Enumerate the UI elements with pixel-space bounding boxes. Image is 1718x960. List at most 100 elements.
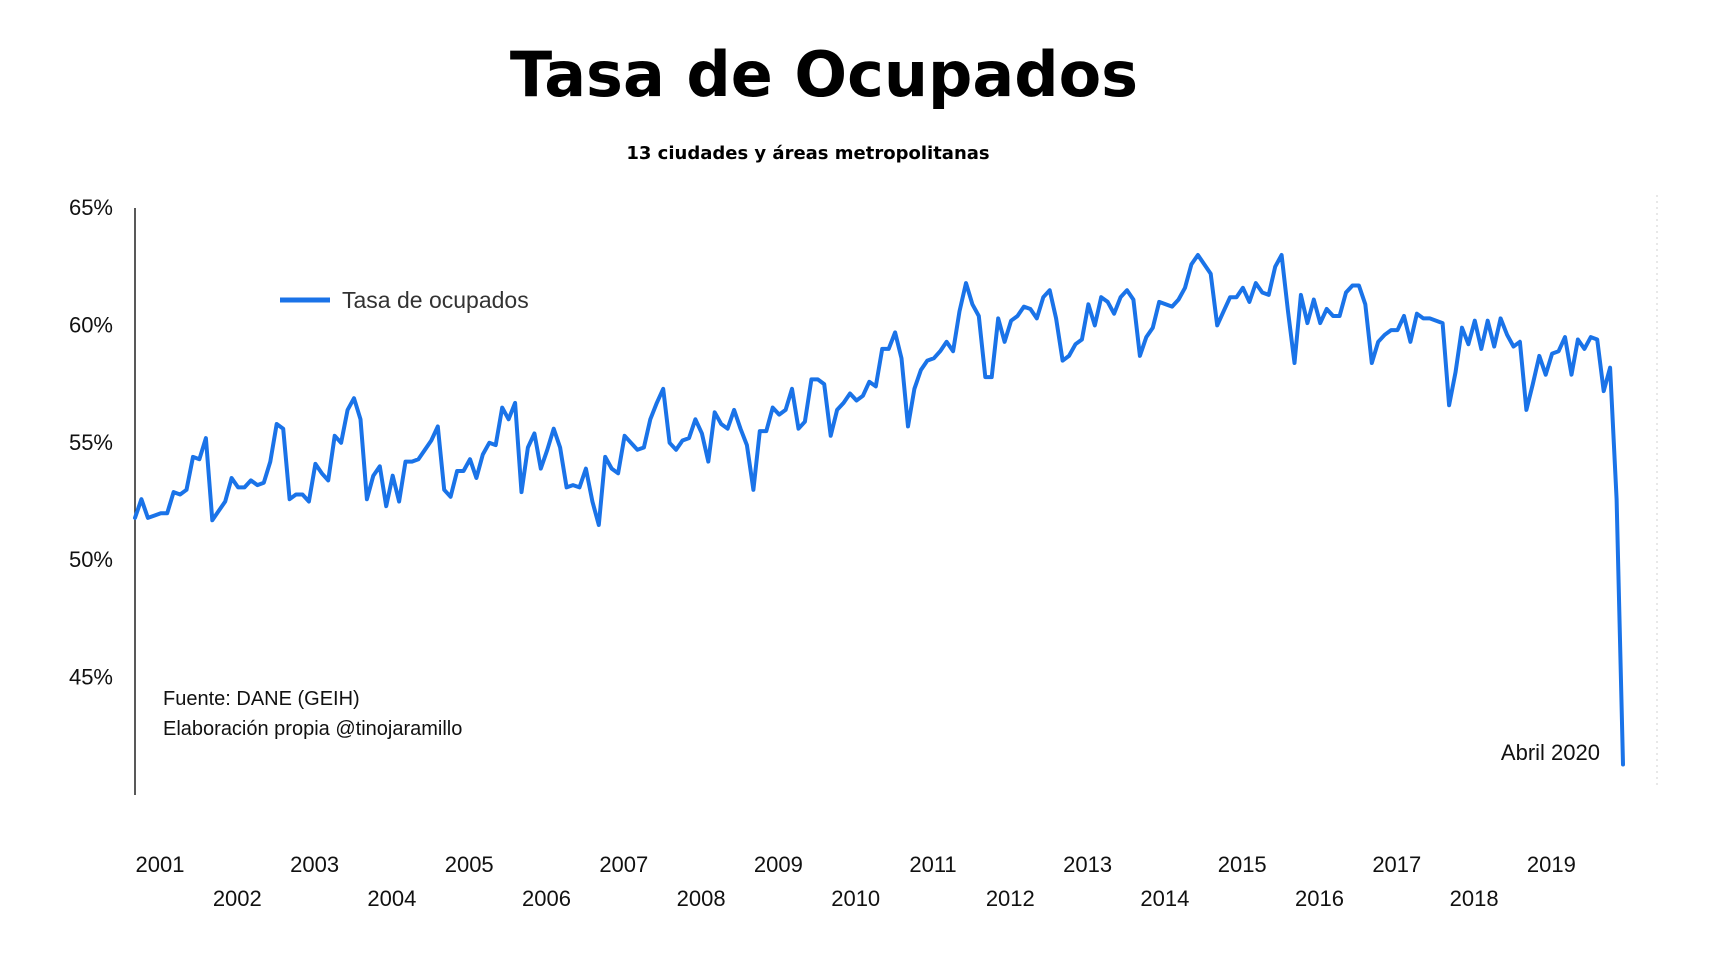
data-point [1196, 254, 1199, 257]
data-point [874, 385, 877, 388]
data-point [514, 401, 517, 404]
data-point [1010, 319, 1013, 322]
data-point [1306, 322, 1309, 325]
data-point [642, 446, 645, 449]
data-point [1351, 284, 1354, 287]
data-point [185, 488, 188, 491]
data-point [584, 467, 587, 470]
data-point [456, 470, 459, 473]
data-point [423, 448, 426, 451]
data-point [1338, 315, 1341, 318]
data-point [179, 493, 182, 496]
data-point [507, 418, 510, 421]
data-point [1570, 373, 1573, 376]
data-point [153, 514, 156, 517]
data-point [1190, 263, 1193, 266]
data-point [1377, 340, 1380, 343]
data-point [1615, 498, 1618, 501]
data-point [192, 455, 195, 458]
y-tick-label: 55% [69, 430, 113, 455]
data-point [1267, 293, 1270, 296]
data-point [1518, 340, 1521, 343]
data-point [1209, 272, 1212, 275]
data-point [984, 376, 987, 379]
data-point [1184, 286, 1187, 289]
x-tick-label: 2009 [754, 852, 803, 877]
data-point [1332, 315, 1335, 318]
source-line-2: Elaboración propia @tinojaramillo [163, 718, 462, 740]
data-point [791, 387, 794, 390]
data-point [1473, 319, 1476, 322]
data-point [797, 427, 800, 430]
data-point [1622, 763, 1625, 766]
data-point [745, 444, 748, 447]
data-point [591, 500, 594, 503]
x-tick-label: 2019 [1527, 852, 1576, 877]
data-point [1087, 303, 1090, 306]
data-point [836, 408, 839, 411]
data-point [1538, 354, 1541, 357]
data-point [1048, 289, 1051, 292]
data-point [327, 479, 330, 482]
data-point [958, 310, 961, 313]
data-point [1544, 373, 1547, 376]
data-point [475, 477, 478, 480]
data-point [778, 413, 781, 416]
data-point [733, 408, 736, 411]
data-point [1254, 282, 1257, 285]
data-point [533, 432, 536, 435]
data-point [1080, 338, 1083, 341]
data-point [501, 406, 504, 409]
data-point [1216, 324, 1219, 327]
data-point [378, 465, 381, 468]
legend: Tasa de ocupados [280, 287, 529, 313]
data-point [649, 418, 652, 421]
data-point [636, 448, 639, 451]
data-point [810, 378, 813, 381]
data-point [1403, 315, 1406, 318]
data-point [1364, 303, 1367, 306]
data-point [668, 441, 671, 444]
data-point [1467, 343, 1470, 346]
data-point [1229, 296, 1232, 299]
data-point [855, 399, 858, 402]
data-point [1441, 322, 1444, 325]
data-point [868, 380, 871, 383]
data-point [997, 317, 1000, 320]
data-point [861, 394, 864, 397]
data-point [1222, 310, 1225, 313]
data-point [256, 484, 259, 487]
data-point [559, 446, 562, 449]
data-point [307, 500, 310, 503]
data-point [1493, 345, 1496, 348]
data-point [1435, 319, 1438, 322]
data-point [881, 347, 884, 350]
x-tick-label: 2010 [831, 886, 880, 911]
data-point [1042, 296, 1045, 299]
data-point [1454, 371, 1457, 374]
data-point [282, 427, 285, 430]
data-point [1512, 345, 1515, 348]
data-point [1583, 347, 1586, 350]
data-point [217, 509, 220, 512]
series-line-tasa-de-ocupados [133, 253, 1625, 767]
data-point [237, 486, 240, 489]
data-point [430, 439, 433, 442]
data-point [1100, 296, 1103, 299]
annotation-abril-2020: Abril 2020 [1501, 740, 1600, 765]
data-point [1589, 336, 1592, 339]
data-point [134, 516, 137, 519]
x-tick-label: 2001 [136, 852, 185, 877]
data-point [900, 357, 903, 360]
data-point [932, 357, 935, 360]
data-point [462, 470, 465, 473]
data-point [681, 439, 684, 442]
data-point [803, 420, 806, 423]
x-tick-label: 2003 [290, 852, 339, 877]
data-point [1602, 390, 1605, 393]
x-tick-label: 2016 [1295, 886, 1344, 911]
x-tick-label: 2014 [1140, 886, 1189, 911]
data-point [398, 500, 401, 503]
data-point [1022, 305, 1025, 308]
data-point [385, 505, 388, 508]
